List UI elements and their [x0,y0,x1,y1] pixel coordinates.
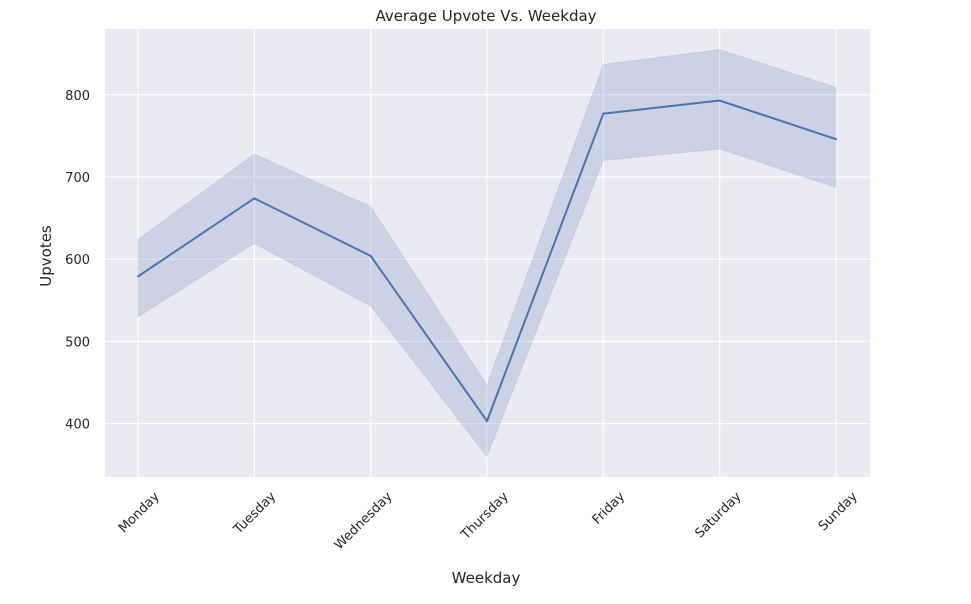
y-axis-label: Upvotes [37,225,55,287]
chart-title: Average Upvote Vs. Weekday [375,7,596,25]
y-tick-label: 500 [65,335,90,350]
x-tick-labels: Monday Tuesday Wednesday Thursday Friday Satu… [116,489,861,553]
x-tick-label: Friday [590,489,629,528]
data-point [486,420,488,423]
x-tick-label: Thursday [458,489,512,543]
y-tick-label: 700 [65,171,90,186]
data-point [718,99,721,102]
x-axis-label: Weekday [452,569,521,587]
y-tick-label: 600 [65,253,90,268]
x-tick-label: Wednesday [332,489,396,553]
y-tick-label: 800 [65,89,90,104]
data-point [137,275,139,278]
x-tick-label: Sunday [816,489,861,534]
data-point [253,197,256,200]
data-point [369,254,372,257]
data-points [137,99,837,423]
y-tick-labels: 400 500 600 700 800 [65,89,90,433]
x-tick-label: Saturday [692,489,744,541]
confidence-band [137,49,837,458]
data-point [835,138,837,141]
x-tick-label: Monday [116,489,163,536]
x-tick-label: Tuesday [230,489,279,538]
data-point [602,112,605,115]
grid-lines [105,29,870,477]
y-tick-label: 400 [65,418,90,433]
